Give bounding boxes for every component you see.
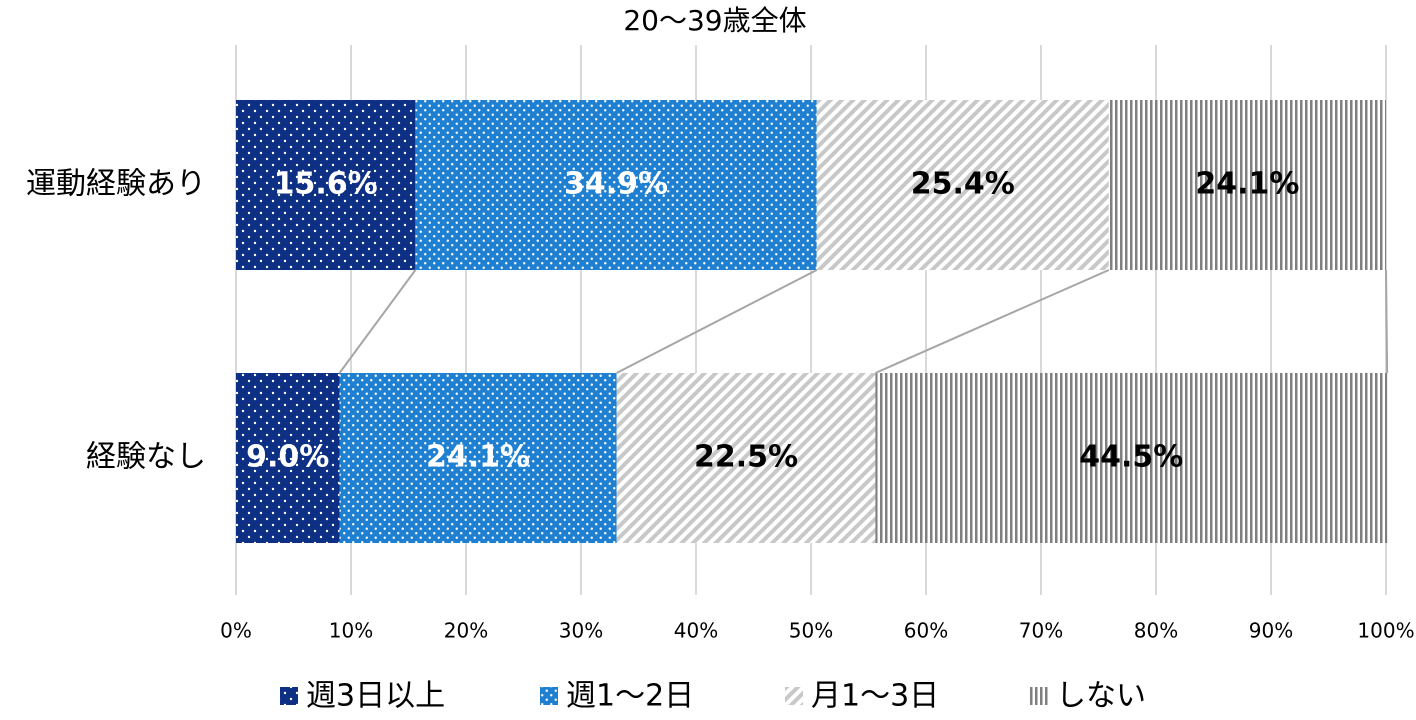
connector-line	[616, 269, 818, 374]
bar-segment	[236, 373, 340, 543]
x-tick-label: 40%	[674, 619, 718, 643]
value-label: 25.4%	[911, 167, 1015, 202]
x-tick-label: 20%	[444, 619, 488, 643]
x-tick-label: 80%	[1134, 619, 1178, 643]
legend-label: 月1～3日	[811, 679, 939, 714]
x-tick-label: 60%	[904, 619, 948, 643]
x-tick-label: 30%	[559, 619, 603, 643]
y-tick-label: 経験なし	[86, 440, 206, 475]
x-tick-label: 0%	[220, 619, 252, 643]
bar-segment	[616, 373, 876, 543]
x-tick-label: 10%	[329, 619, 373, 643]
value-label: 44.5%	[1079, 440, 1183, 475]
value-label: 22.5%	[694, 440, 798, 475]
connector-line	[1385, 269, 1389, 374]
x-tick-label: 100%	[1357, 619, 1414, 643]
x-tick-label: 90%	[1249, 619, 1293, 643]
bar-segment	[816, 100, 1109, 270]
bar-segment	[415, 100, 817, 270]
legend-label: 週3日以上	[306, 679, 445, 714]
connector-line	[874, 269, 1110, 374]
x-tick-label: 50%	[789, 619, 833, 643]
bar-segment	[339, 373, 617, 543]
legend-marker	[1030, 687, 1048, 705]
value-label: 24.1%	[1195, 167, 1299, 202]
x-tick-label: 70%	[1019, 619, 1063, 643]
y-tick-label: 運動経験あり	[26, 167, 206, 202]
bar-segment	[1108, 100, 1386, 270]
value-label: 15.6%	[274, 167, 378, 202]
legend-marker	[280, 687, 298, 705]
chart-title: 20～39歳全体	[623, 4, 806, 37]
bar-segment	[236, 100, 416, 270]
legend-marker	[540, 687, 558, 705]
legend-label: 週1～2日	[566, 679, 694, 714]
bar-segment	[875, 373, 1388, 543]
value-label: 9.0%	[246, 440, 329, 475]
legend-label: しない	[1056, 679, 1146, 714]
legend-marker	[785, 687, 803, 705]
value-label: 34.9%	[564, 167, 668, 202]
value-label: 24.1%	[426, 440, 530, 475]
connector-line	[338, 269, 417, 374]
